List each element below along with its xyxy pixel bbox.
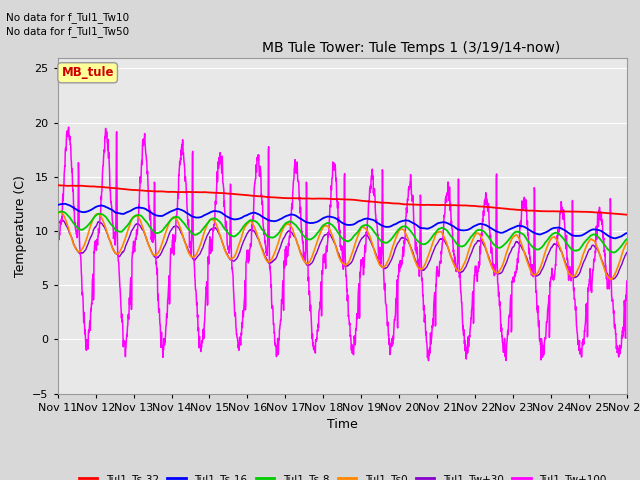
Title: MB Tule Tower: Tule Temps 1 (3/19/14-now): MB Tule Tower: Tule Temps 1 (3/19/14-now… <box>262 41 560 55</box>
Text: No data for f_Tul1_Tw10: No data for f_Tul1_Tw10 <box>6 12 129 23</box>
Text: No data for f_Tul1_Tw50: No data for f_Tul1_Tw50 <box>6 26 129 37</box>
Legend: Tul1_Ts-32, Tul1_Ts-16, Tul1_Ts-8, Tul1_Ts0, Tul1_Tw+30, Tul1_Tw+100: Tul1_Ts-32, Tul1_Ts-16, Tul1_Ts-8, Tul1_… <box>74 470 611 480</box>
Y-axis label: Temperature (C): Temperature (C) <box>13 175 27 276</box>
Text: MB_tule: MB_tule <box>61 66 114 79</box>
X-axis label: Time: Time <box>327 418 358 431</box>
